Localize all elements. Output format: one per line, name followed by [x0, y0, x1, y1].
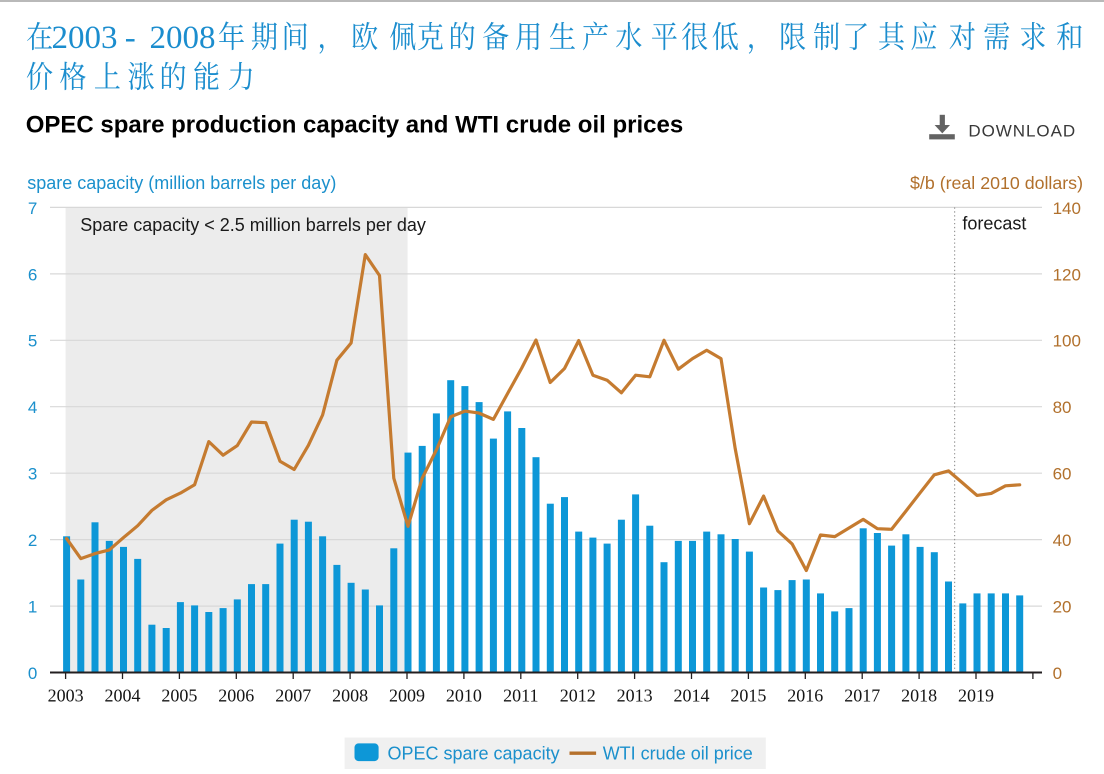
svg-text:5: 5 [28, 332, 37, 351]
svg-text:120: 120 [1053, 265, 1081, 284]
svg-text:$/b (real 2010 dollars): $/b (real 2010 dollars) [910, 173, 1083, 193]
svg-text:2007: 2007 [275, 686, 311, 706]
svg-text:2009: 2009 [389, 686, 425, 706]
svg-text:6: 6 [28, 265, 37, 284]
svg-text:1: 1 [28, 598, 37, 617]
svg-text:7: 7 [28, 199, 37, 218]
svg-text:WTI crude oil price: WTI crude oil price [603, 743, 753, 763]
svg-text:20: 20 [1053, 598, 1072, 617]
svg-text:2019: 2019 [958, 686, 994, 706]
svg-text:3: 3 [28, 465, 37, 484]
svg-text:100: 100 [1053, 332, 1081, 351]
svg-text:40: 40 [1053, 531, 1072, 550]
svg-text:2011: 2011 [503, 686, 538, 706]
svg-text:2004: 2004 [105, 686, 141, 706]
svg-text:2010: 2010 [446, 686, 482, 706]
svg-text:2015: 2015 [730, 686, 766, 706]
svg-text:OPEC spare capacity: OPEC spare capacity [388, 743, 560, 763]
svg-text:80: 80 [1053, 398, 1072, 417]
svg-text:60: 60 [1053, 465, 1072, 484]
svg-text:-: - [125, 20, 136, 56]
svg-text:DOWNLOAD: DOWNLOAD [968, 121, 1076, 140]
svg-text:2016: 2016 [787, 686, 823, 706]
svg-text:2: 2 [28, 531, 37, 550]
svg-text:0: 0 [28, 664, 37, 683]
svg-text:forecast: forecast [962, 214, 1026, 234]
svg-text:2013: 2013 [617, 686, 653, 706]
svg-text:2005: 2005 [161, 686, 197, 706]
svg-text:spare capacity (million barrel: spare capacity (million barrels per day) [27, 173, 336, 193]
svg-text:OPEC spare production capacity: OPEC spare production capacity and WTI c… [26, 111, 683, 138]
svg-text:2008: 2008 [150, 20, 216, 56]
svg-text:140: 140 [1053, 199, 1081, 218]
svg-text:2018: 2018 [901, 686, 937, 706]
svg-text:2017: 2017 [844, 686, 880, 706]
svg-text:2003: 2003 [48, 686, 84, 706]
svg-text:2014: 2014 [674, 686, 710, 706]
svg-text:2003: 2003 [52, 20, 118, 56]
svg-text:2008: 2008 [332, 686, 368, 706]
svg-text:2006: 2006 [218, 686, 254, 706]
svg-text:2012: 2012 [560, 686, 596, 706]
svg-text:4: 4 [28, 398, 37, 417]
svg-text:0: 0 [1053, 664, 1062, 683]
svg-text:Spare capacity < 2.5 million b: Spare capacity < 2.5 million barrels per… [80, 215, 426, 235]
